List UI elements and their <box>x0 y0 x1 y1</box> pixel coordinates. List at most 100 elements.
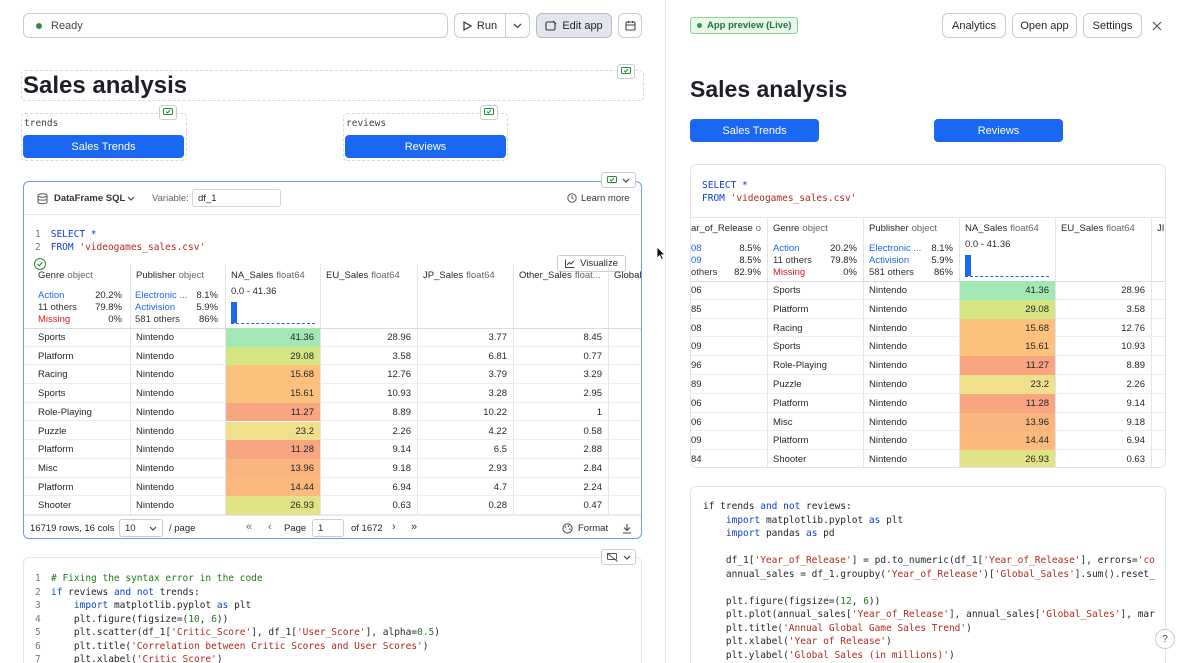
table-row[interactable]: Shooter Nintendo 26.93 0.63 0.28 0.47 <box>24 496 641 515</box>
first-page-icon[interactable]: « <box>246 521 253 533</box>
page-count-label: of 1672 <box>351 523 383 534</box>
table-row[interactable]: 85 Platform Nintendo 29.08 3.58 <box>691 299 1165 319</box>
open-app-button[interactable]: Open app <box>1012 13 1077 38</box>
code-token: and <box>760 501 778 512</box>
code-line: 3 import matplotlib.pyplot as plt <box>35 599 440 613</box>
learn-more-link[interactable]: Learn more <box>581 193 630 204</box>
table-cell: 10.93 <box>1121 341 1145 353</box>
sql-code[interactable]: 1 SELECT * 2 FROM 'videogames_sales.csv' <box>35 228 205 254</box>
code-token: import <box>73 600 109 611</box>
na-sales-heat-cell <box>226 440 320 459</box>
database-icon <box>37 193 48 205</box>
table-row[interactable]: Sports Nintendo 41.36 28.96 3.77 8.45 <box>24 328 641 347</box>
table-row[interactable]: Racing Nintendo 15.68 12.76 3.79 3.29 <box>24 365 641 385</box>
column-header[interactable]: Genre object <box>38 270 128 281</box>
help-button[interactable]: ? <box>1155 629 1175 649</box>
table-row[interactable]: 84 Shooter Nintendo 26.93 0.63 <box>691 450 1165 467</box>
sales-trends-button[interactable]: Sales Trends <box>23 135 184 158</box>
show-in-app-icon[interactable] <box>617 64 635 79</box>
table-cell: Nintendo <box>136 425 175 437</box>
column-header[interactable]: NA_Sales float64 <box>231 270 318 281</box>
cell-app-toggle[interactable] <box>601 172 636 188</box>
preview-reviews-button[interactable]: Reviews <box>934 119 1063 142</box>
run-button[interactable]: Run <box>454 13 506 38</box>
variable-input[interactable]: df_1 <box>192 189 281 207</box>
code-line: if trends and not reviews: <box>703 500 1155 514</box>
line-number: 1 <box>35 573 41 584</box>
table-row[interactable]: 89 Puzzle Nintendo 23.2 2.26 <box>691 375 1165 394</box>
table-row[interactable]: 09 Platform Nintendo 14.44 6.94 <box>691 431 1165 451</box>
last-page-icon[interactable]: » <box>411 521 418 533</box>
page-size-select[interactable]: 10 <box>119 519 163 537</box>
column-header[interactable]: JP_Sales float64 <box>423 270 511 281</box>
code-token: 'co <box>1137 555 1155 566</box>
column-header[interactable]: EU_Sales float64 <box>1061 223 1151 234</box>
calendar-button[interactable] <box>618 13 642 38</box>
cell-app-toggle[interactable] <box>601 549 636 565</box>
settings-button[interactable]: Settings <box>1083 13 1142 38</box>
palette-icon[interactable] <box>562 523 573 534</box>
page-title[interactable]: Sales analysis <box>23 72 188 99</box>
edit-app-button[interactable]: Edit app <box>536 13 612 38</box>
show-in-app-icon[interactable] <box>159 105 177 120</box>
table-cell: Nintendo <box>869 341 908 353</box>
column-header[interactable]: Publisher object <box>136 270 223 281</box>
column-header[interactable]: JI <box>1157 223 1165 234</box>
column-header[interactable]: Global <box>614 270 641 281</box>
clock-icon <box>567 193 577 203</box>
na-range-label: 0.0 - 41.36 <box>231 286 277 297</box>
column-header[interactable]: Genre object <box>773 223 863 234</box>
table-row[interactable]: Platform Nintendo 11.28 9.14 6.5 2.88 <box>24 440 641 459</box>
table-row[interactable]: 09 Sports Nintendo 15.61 10.93 <box>691 337 1165 357</box>
code-token: ) <box>422 640 429 652</box>
format-button[interactable]: Format <box>578 523 609 534</box>
table-cell: 15.68 <box>1025 322 1049 334</box>
close-icon[interactable] <box>1152 21 1162 31</box>
chevron-down-icon[interactable] <box>127 196 135 201</box>
table-row[interactable]: 06 Platform Nintendo 11.28 9.14 <box>691 393 1165 413</box>
table-cell: 85 <box>691 303 702 315</box>
table-cell: Nintendo <box>869 379 908 390</box>
next-page-icon[interactable]: › <box>392 521 396 533</box>
table-footer: 16719 rows, 16 cols 10 / page « ‹ Page 1… <box>24 515 641 538</box>
prev-page-icon[interactable]: ‹ <box>268 521 272 533</box>
status-dot-icon <box>36 22 42 29</box>
table-row[interactable]: Misc Nintendo 13.96 9.18 2.93 2.84 <box>24 458 641 478</box>
column-header[interactable]: Other_Sales float... <box>519 270 606 281</box>
preview-sales-trends-button[interactable]: Sales Trends <box>690 119 819 142</box>
table-cell: 41.36 <box>1025 285 1049 296</box>
code-token: matplotlib.pyplot <box>760 514 869 526</box>
download-icon[interactable] <box>622 523 632 534</box>
table-cell: 28.96 <box>387 332 411 343</box>
table-row[interactable]: Puzzle Nintendo 23.2 2.26 4.22 0.58 <box>24 421 641 441</box>
table-row[interactable]: 06 Misc Nintendo 13.96 9.18 <box>691 412 1165 432</box>
python-cell[interactable]: 1 # Fixing the syntax error in the code 2 i… <box>23 557 642 663</box>
summary-key: 09 <box>691 255 702 266</box>
cell-type-select[interactable]: DataFrame SQL <box>54 193 126 204</box>
column-header[interactable]: NA_Sales float64 <box>965 223 1055 234</box>
show-in-app-icon[interactable] <box>480 105 498 120</box>
table-cell: 13.96 <box>290 462 314 474</box>
table-row[interactable]: 08 Racing Nintendo 15.68 12.76 <box>691 318 1165 338</box>
analytics-button[interactable]: Analytics <box>942 13 1006 38</box>
table-row[interactable]: Role-Playing Nintendo 11.27 8.89 10.22 1 <box>24 402 641 422</box>
code-token: trends <box>714 501 761 512</box>
table-cell: 08 <box>691 322 702 334</box>
reviews-button[interactable]: Reviews <box>345 135 506 158</box>
run-options-button[interactable] <box>505 13 530 38</box>
column-header[interactable]: Publisher object <box>869 223 959 234</box>
table-row[interactable]: Platform Nintendo 14.44 6.94 4.7 2.24 <box>24 477 641 497</box>
sql-cell[interactable]: DataFrame SQL Variable: df_1 Learn more … <box>23 181 642 539</box>
sql-string: 'videogames_sales.csv' <box>79 242 206 253</box>
sql-keyword: SELECT <box>50 229 86 240</box>
table-row[interactable]: 96 Role-Playing Nintendo 11.27 8.89 <box>691 356 1165 375</box>
table-row[interactable]: 06 Sports Nintendo 41.36 28.96 <box>691 281 1165 300</box>
page-input[interactable]: 1 <box>312 519 344 537</box>
table-cell: 6.94 <box>1126 435 1146 447</box>
code-token: ) <box>216 654 223 663</box>
column-header[interactable]: EU_Sales float64 <box>326 270 415 281</box>
table-row[interactable]: Sports Nintendo 15.61 10.93 3.28 2.95 <box>24 384 641 403</box>
table-row[interactable]: Platform Nintendo 29.08 3.58 6.81 0.77 <box>24 346 641 366</box>
